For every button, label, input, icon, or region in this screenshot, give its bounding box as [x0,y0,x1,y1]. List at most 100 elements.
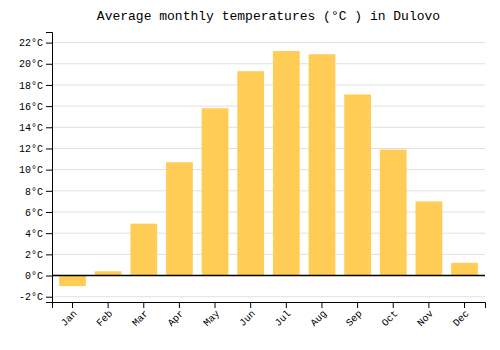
y-tick-mark [46,64,52,65]
grid-line [52,42,485,43]
x-tick: Mar [130,302,151,329]
y-tick-label: 14°C [19,123,43,134]
y-tick-mark [46,106,52,107]
grid-line [52,106,485,107]
y-tick: 22°C [19,38,52,49]
x-tick-mark [72,302,73,308]
x-tick-mark [321,302,322,308]
y-tick-label: 2°C [25,250,43,261]
grid-line [52,296,485,297]
x-tick-mark [179,302,180,308]
x-tick-label: Jan [59,308,80,329]
y-tick: 14°C [19,123,52,134]
y-tick-label: 16°C [19,102,43,113]
x-tick-label: Apr [166,308,187,329]
y-tick-mark [46,85,52,86]
bar [344,94,371,275]
y-tick-label: 22°C [19,38,43,49]
y-tick: 4°C [25,229,52,240]
y-tick-mark [46,148,52,149]
bars [52,51,485,286]
x-tick-mark [393,302,394,308]
grid [52,43,485,297]
y-tick-label: 12°C [19,144,43,155]
grid-line [52,169,485,170]
bar [237,71,264,275]
x-tick-mark [250,302,251,308]
x-tick: Feb [95,302,116,329]
y-tick-label: -2°C [19,292,43,303]
x-tick-label: Feb [95,308,116,329]
x-tick-label: Oct [380,308,401,329]
y-tick: 18°C [19,81,52,92]
bar [451,263,478,276]
x-axis-line [53,303,486,309]
y-tick-label: 10°C [19,165,43,176]
bar [130,224,157,276]
x-tick: Jan [59,302,80,329]
y-tick-label: 18°C [19,81,43,92]
y-tick-label: 6°C [25,208,43,219]
x-tick: Jul [273,302,294,329]
zero-line [52,275,485,277]
y-tick: 0°C [25,271,52,282]
y-tick-mark [46,254,52,255]
x-tick: Aug [309,302,330,329]
bar [59,276,86,287]
x-tick-label: Dec [451,308,472,329]
x-tick-mark [464,302,465,308]
grid-line [52,275,485,276]
x-tick-mark [286,302,287,308]
bar [202,108,229,275]
x-tick-label: Nov [415,308,436,329]
x-tick-label: Mar [130,308,151,329]
x-tick-mark [357,302,358,308]
x-tick: May [202,302,223,329]
y-tick: 8°C [25,187,52,198]
bar [416,201,443,275]
x-axis: Jan Feb Mar Apr May Jun Jul Aug Sep Oct Nov Dec [53,302,486,329]
y-tick-mark [46,43,52,44]
x-tick: Dec [451,302,472,329]
y-tick-label: 8°C [25,187,43,198]
grid-line [52,148,485,149]
x-tick-mark [108,302,109,308]
x-tick-label: Sep [344,308,365,329]
y-tick-mark [46,127,52,128]
y-axis-line [46,33,53,303]
bar [273,51,300,275]
y-tick-mark [46,212,52,213]
x-tick-mark [428,302,429,308]
y-tick-label: 4°C [25,229,43,240]
x-tick-label: Jul [273,308,294,329]
y-tick: 12°C [19,144,52,155]
x-tick: Apr [166,302,187,329]
x-tick-mark [215,302,216,308]
x-tick: Jun [237,302,258,329]
grid-line [52,127,485,128]
y-tick-mark [46,276,52,277]
x-tick-label: Jun [237,308,258,329]
bar [309,54,336,275]
chart: -2°C 0°C 2°C 4°C 6°C 8°C 10°C 12°C 14°C 16°C 18°C 2… [0,0,500,350]
bar [166,162,193,275]
y-axis: -2°C 0°C 2°C 4°C 6°C 8°C 10°C 12°C 14°C 16°C 18°C 2… [19,33,53,304]
y-tick-label: 0°C [25,271,43,282]
y-tick: 16°C [19,102,52,113]
x-tick: Oct [380,302,401,329]
y-tick-mark [46,233,52,234]
title: Average monthly temperatures (°C ) in Du… [97,9,440,24]
x-tick: Sep [344,302,365,329]
x-tick-mark [143,302,144,308]
grid-line [52,84,485,85]
y-tick-label: 20°C [19,59,43,70]
y-tick-mark [46,297,52,298]
x-tick-label: May [202,308,223,329]
y-tick: 20°C [19,59,52,70]
y-tick-mark [46,191,52,192]
plot: -2°C 0°C 2°C 4°C 6°C 8°C 10°C 12°C 14°C 16°C 18°C 2… [19,33,486,329]
y-tick: 2°C [25,250,52,261]
x-tick-label: Aug [309,308,330,329]
grid-line [52,63,485,64]
y-tick: 6°C [25,208,52,219]
